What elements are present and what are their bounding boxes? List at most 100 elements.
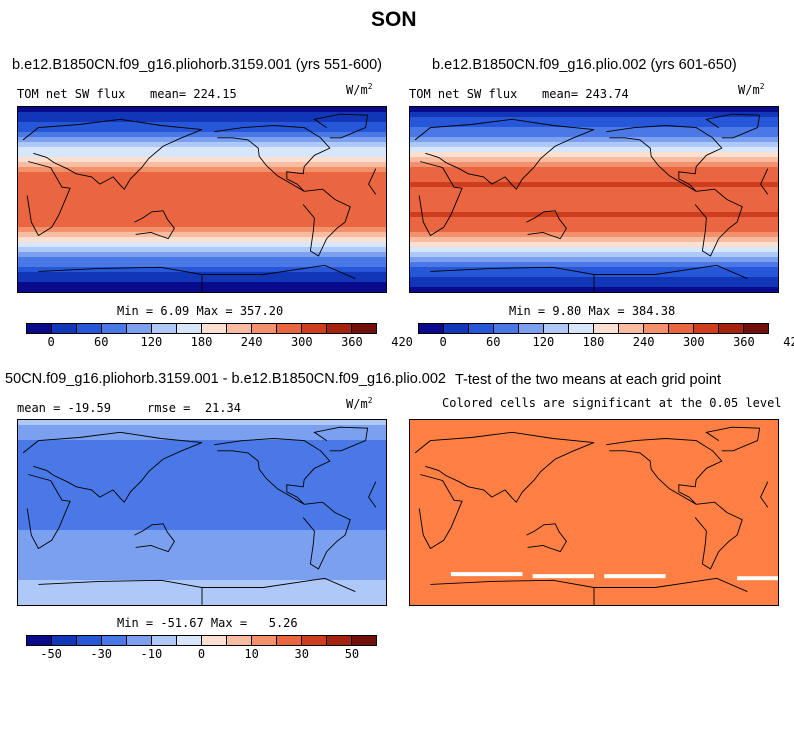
coastline	[134, 523, 175, 553]
field-band	[410, 252, 778, 258]
coastline	[705, 113, 761, 139]
colorbar-swatch	[327, 324, 352, 333]
colorbar-swatch	[177, 324, 202, 333]
colorbar-swatch	[719, 324, 744, 333]
field-layer	[410, 420, 778, 605]
coastline	[430, 264, 748, 292]
colorbar-tick-label: -10	[140, 647, 163, 661]
colorbar-swatch	[102, 324, 127, 333]
coastline	[606, 438, 723, 505]
coastline	[26, 474, 377, 550]
colorbar-swatch	[27, 324, 52, 333]
field-band	[18, 555, 386, 561]
field-band	[18, 575, 386, 581]
field-band	[410, 247, 778, 253]
field-band	[18, 540, 386, 546]
colorbar-swatch	[202, 636, 227, 645]
colorbar-tick-label: 60	[485, 335, 501, 349]
field-band	[18, 530, 386, 536]
field-band	[410, 187, 778, 193]
field-band	[18, 515, 386, 521]
colorbar-tick-label: 0	[197, 647, 206, 661]
field-band	[18, 162, 386, 168]
coastline	[414, 118, 595, 190]
field-band	[18, 535, 386, 541]
field-band	[18, 445, 386, 451]
coastline	[430, 577, 748, 605]
field-band	[410, 262, 778, 268]
field-band	[410, 172, 778, 178]
field-band	[410, 122, 778, 128]
coastline	[22, 431, 203, 503]
field-band	[18, 420, 386, 426]
field-band	[18, 137, 386, 143]
colorbar-tick-label: 180	[582, 335, 605, 349]
colorbar-swatch	[77, 324, 102, 333]
field-band	[18, 117, 386, 123]
field-band	[18, 520, 386, 526]
field-band	[410, 157, 778, 163]
colorbar-swatch	[594, 324, 619, 333]
field-band	[18, 257, 386, 263]
field-band	[18, 455, 386, 461]
field-band	[410, 112, 778, 118]
field-band	[18, 237, 386, 243]
panel-4-title: T-test of the two means at each grid poi…	[455, 372, 721, 388]
colorbar-swatch	[227, 324, 252, 333]
field-band	[18, 480, 386, 486]
field-band	[18, 580, 386, 586]
field-band	[18, 207, 386, 213]
colorbar-tick-label: 30	[294, 647, 310, 661]
coastline	[313, 426, 369, 452]
field-band	[18, 132, 386, 138]
colorbar-tick-label: 120	[532, 335, 555, 349]
panel-3-minmax: Min = -51.67 Max = 5.26	[117, 616, 298, 630]
non-significant-patch	[450, 572, 523, 577]
field-band	[410, 192, 778, 198]
panel-2-mean-label: mean= 243.74	[542, 87, 629, 101]
panel-1-variable-label: TOM net SW flux	[17, 87, 126, 101]
coastline	[418, 161, 769, 237]
field-band	[18, 157, 386, 163]
field-band	[18, 252, 386, 258]
field-band	[18, 242, 386, 248]
field-band	[18, 525, 386, 531]
colorbar-swatch	[202, 324, 227, 333]
colorbar-swatch	[544, 324, 569, 333]
field-band	[18, 500, 386, 506]
colorbar-swatch	[444, 324, 469, 333]
field-band	[410, 267, 778, 273]
field-band	[18, 177, 386, 183]
coastline	[705, 426, 761, 452]
colorbar-tick-label: 120	[140, 335, 163, 349]
colorbar-swatch	[27, 636, 52, 645]
coastline	[214, 125, 331, 192]
colorbar-swatch	[352, 636, 376, 645]
colorbar-swatch	[694, 324, 719, 333]
field-band	[18, 107, 386, 113]
field-band	[18, 172, 386, 178]
colorbar-tick-label: 240	[632, 335, 655, 349]
colorbar-swatch	[644, 324, 669, 333]
colorbar-swatch	[352, 324, 376, 333]
field-band	[410, 182, 778, 188]
panel-3-units: W/m2	[346, 396, 373, 411]
field-band	[410, 162, 778, 168]
colorbar-swatch	[494, 324, 519, 333]
colorbar-swatch	[619, 324, 644, 333]
field-band	[18, 490, 386, 496]
colorbar-swatch	[127, 324, 152, 333]
field-band	[410, 237, 778, 243]
colorbar-swatch	[744, 324, 768, 333]
field-band	[18, 460, 386, 466]
field-band	[18, 192, 386, 198]
colorbar-swatch	[519, 324, 544, 333]
panel-3-title: 50CN.f09_g16.pliohorb.3159.001 - b.e12.B…	[5, 371, 446, 387]
panel-4-map	[409, 419, 779, 606]
colorbar-swatch	[152, 636, 177, 645]
colorbar-swatch	[469, 324, 494, 333]
field-band	[18, 122, 386, 128]
field-band	[410, 137, 778, 143]
field-band	[18, 227, 386, 233]
non-significant-patch	[604, 574, 666, 579]
